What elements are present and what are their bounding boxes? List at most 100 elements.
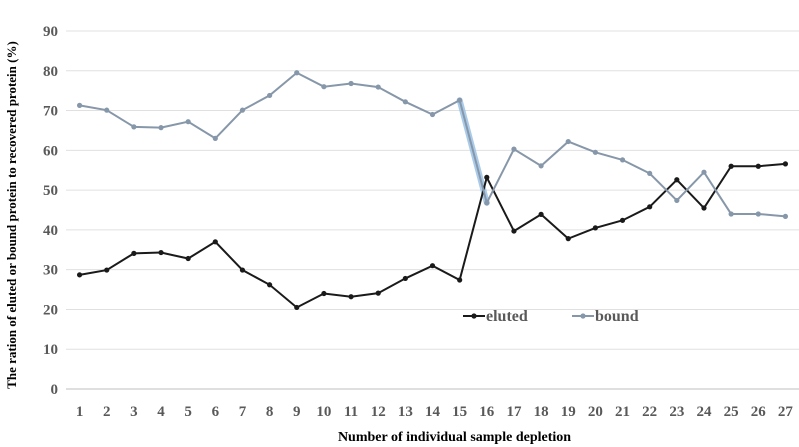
- x-tick-label: 15: [452, 404, 467, 420]
- data-point-eluted: [348, 294, 354, 300]
- x-tick-label: 2: [103, 404, 111, 420]
- data-point-bound: [782, 213, 789, 219]
- x-tick-label: 17: [506, 404, 522, 420]
- data-point-bound: [104, 107, 110, 113]
- x-tick-label: 14: [425, 404, 441, 420]
- y-tick-label: 20: [43, 302, 58, 318]
- data-point-eluted: [185, 255, 191, 262]
- data-point-bound: [511, 146, 517, 152]
- data-point-bound: [565, 138, 571, 145]
- data-point-bound: [239, 107, 246, 113]
- legend-marker-bound: [580, 313, 586, 319]
- x-tick-label: 12: [371, 404, 386, 420]
- data-point-bound: [429, 111, 436, 118]
- y-tick-label: 80: [43, 64, 58, 80]
- series-line-eluted: [79, 162, 786, 309]
- data-point-bound: [267, 92, 273, 99]
- x-axis-ticks: 1 2 3 4 5 6 7 8 9 10 11 12 13 14 15 16 17 18 19 20 21 22 23 24 2…: [76, 404, 794, 420]
- data-point-bound: [158, 125, 164, 131]
- data-point-bound: [76, 102, 83, 108]
- data-point-bound: [647, 170, 653, 177]
- x-tick-label: 11: [344, 404, 358, 420]
- series-line-bound: [79, 71, 786, 218]
- y-axis-ticks: 0 10 20 30 40 50 60 70 80 90: [43, 24, 58, 398]
- legend-label-bound: bound: [595, 308, 639, 325]
- x-tick-label: 1: [76, 404, 84, 420]
- data-point-bound: [457, 97, 463, 103]
- data-point-eluted: [158, 249, 164, 256]
- x-tick-label: 9: [293, 404, 301, 420]
- data-point-bound: [402, 99, 408, 105]
- data-point-eluted: [565, 236, 571, 242]
- data-point-eluted: [728, 163, 734, 169]
- x-tick-label: 27: [778, 404, 794, 420]
- data-point-eluted: [212, 239, 218, 245]
- x-tick-label: 4: [157, 404, 165, 420]
- y-tick-label: 40: [43, 223, 58, 239]
- legend-label-eluted: eluted: [486, 308, 528, 325]
- data-point-bound: [185, 119, 191, 125]
- x-tick-label: 23: [669, 404, 684, 420]
- x-tick-label: 10: [316, 404, 331, 420]
- data-point-eluted: [429, 263, 436, 269]
- data-point-eluted: [267, 282, 273, 288]
- y-tick-label: 10: [43, 342, 58, 358]
- x-tick-label: 25: [724, 404, 739, 420]
- x-tick-label: 5: [184, 404, 192, 420]
- series-eluted: [76, 161, 789, 311]
- series-lines: [76, 70, 789, 311]
- data-point-eluted: [402, 275, 408, 282]
- data-point-bound: [674, 197, 680, 204]
- gridlines: [66, 30, 799, 390]
- data-point-bound: [294, 70, 300, 76]
- data-point-bound: [592, 149, 598, 155]
- data-point-bound: [755, 211, 761, 217]
- x-tick-label: 7: [239, 404, 247, 420]
- x-tick-label: 24: [696, 404, 712, 420]
- data-point-eluted: [619, 217, 626, 223]
- x-tick-label: 22: [642, 404, 657, 420]
- x-tick-label: 13: [398, 404, 413, 420]
- data-point-eluted: [484, 174, 490, 180]
- data-point-bound: [131, 124, 137, 130]
- data-point-bound: [538, 163, 544, 169]
- data-point-eluted: [239, 267, 246, 273]
- x-tick-label: 26: [751, 404, 767, 420]
- data-point-bound: [348, 80, 354, 87]
- data-point-bound: [701, 169, 707, 175]
- y-tick-label: 0: [51, 382, 59, 398]
- y-tick-label: 70: [43, 104, 58, 120]
- data-point-eluted: [76, 272, 83, 278]
- data-point-bound: [321, 84, 327, 90]
- y-axis-title: The ration of eluted or bound protein to…: [4, 41, 19, 389]
- y-tick-label: 90: [43, 24, 58, 40]
- data-point-eluted: [592, 225, 598, 231]
- data-point-bound: [212, 135, 218, 141]
- data-point-bound: [728, 211, 734, 217]
- data-point-eluted: [294, 304, 300, 311]
- y-tick-label: 50: [43, 183, 58, 199]
- x-axis-title: Number of individual sample depletion: [338, 430, 571, 445]
- x-tick-label: 16: [479, 404, 495, 420]
- data-point-eluted: [457, 277, 463, 283]
- y-tick-label: 30: [43, 263, 58, 279]
- x-tick-label: 3: [130, 404, 138, 420]
- data-point-eluted: [131, 250, 137, 256]
- data-point-eluted: [674, 177, 680, 183]
- legend: eluted bound: [463, 308, 639, 325]
- data-point-bound: [484, 200, 490, 206]
- data-point-bound: [375, 84, 381, 90]
- x-tick-label: 20: [588, 404, 603, 420]
- legend-marker-eluted: [471, 313, 477, 319]
- data-point-eluted: [647, 204, 653, 210]
- series-bound: [76, 70, 789, 219]
- y-tick-label: 60: [43, 143, 58, 159]
- data-point-eluted: [782, 161, 789, 167]
- x-tick-label: 6: [212, 404, 220, 420]
- data-point-eluted: [755, 163, 761, 169]
- data-point-eluted: [538, 211, 544, 217]
- x-tick-label: 18: [534, 404, 549, 420]
- data-point-eluted: [511, 228, 517, 234]
- data-point-eluted: [321, 290, 327, 297]
